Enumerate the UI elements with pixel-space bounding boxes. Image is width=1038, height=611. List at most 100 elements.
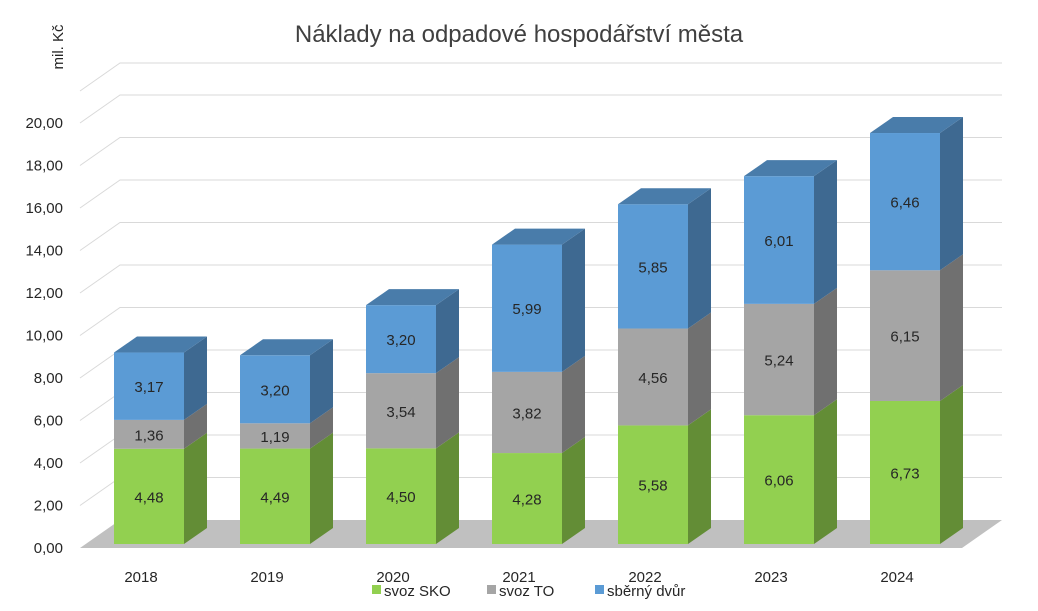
y-tick-label: 10,00 — [25, 328, 63, 345]
y-tick-label: 20,00 — [25, 115, 63, 132]
y-tick-label: 0,00 — [34, 540, 63, 557]
bar-front — [870, 270, 940, 401]
bar-front — [366, 373, 436, 449]
bar-segment — [492, 355, 585, 454]
bar-side — [940, 117, 963, 271]
bar-side — [184, 336, 207, 420]
y-tick-label: 12,00 — [25, 285, 63, 302]
bar-top — [240, 339, 333, 356]
y-tick-label: 6,00 — [34, 413, 63, 430]
data-label: 6,15 — [890, 329, 919, 346]
bar-side — [814, 287, 837, 416]
legend-label: sběrný dvůr — [607, 583, 685, 600]
bar-segment — [870, 254, 963, 401]
bar-front — [744, 415, 814, 544]
bar-segment — [114, 336, 207, 420]
y-tick-label: 18,00 — [25, 158, 63, 175]
data-label: 6,46 — [890, 195, 919, 212]
bar-segment — [870, 117, 963, 271]
bar-side — [436, 432, 459, 544]
data-label: 1,19 — [260, 429, 289, 446]
data-label: 4,50 — [386, 489, 415, 506]
bar-side — [310, 407, 333, 449]
chart-title: Náklady na odpadové hospodářství města — [295, 21, 744, 48]
data-label: 6,01 — [764, 233, 793, 250]
bar-front — [618, 328, 688, 426]
legend-label: svoz SKO — [384, 583, 451, 600]
gridline — [79, 137, 1002, 166]
gridline — [79, 62, 1002, 92]
bar-segment — [492, 228, 585, 372]
bar-side — [184, 432, 207, 544]
bar-segment — [366, 289, 459, 374]
x-tick-label: 2019 — [250, 569, 283, 586]
bar-side — [436, 357, 459, 449]
bar-side — [814, 160, 837, 304]
y-tick-label: 16,00 — [25, 200, 63, 217]
bar-segment — [492, 437, 585, 544]
data-label: 5,58 — [638, 478, 667, 495]
x-tick-label: 2024 — [880, 569, 913, 586]
bar-side — [814, 399, 837, 544]
y-axis-label: mil. Kč — [50, 24, 67, 70]
bars — [114, 117, 963, 544]
legend-swatch — [487, 585, 496, 594]
bar-front — [366, 305, 436, 374]
bar-top — [744, 160, 837, 177]
bar-segment — [618, 409, 711, 544]
x-tick-label: 2021 — [502, 569, 535, 586]
bar-side — [940, 254, 963, 401]
legend: svoz SKO svoz TO sběrný dvůr — [372, 583, 685, 600]
y-axis-ticks: 0,00 2,00 4,00 6,00 8,00 10,00 12,00 14,00 16,00… — [25, 115, 63, 557]
bar-segment — [240, 339, 333, 424]
bar-front — [240, 423, 310, 449]
data-label: 5,99 — [512, 301, 541, 318]
bar-front — [492, 244, 562, 372]
bar-segment — [114, 432, 207, 544]
x-axis-ticks: 2018 2019 2020 2021 2022 2023 2024 — [124, 569, 913, 586]
bar-side — [688, 409, 711, 544]
bar-side — [184, 403, 207, 449]
y-tick-label: 2,00 — [34, 498, 63, 515]
bar-side — [562, 228, 585, 372]
bar-top — [114, 336, 207, 353]
data-labels: 4,48 1,36 3,17 4,49 1,19 3,20 4,50 3,54 3,20 4,28… — [134, 195, 919, 509]
gridline — [79, 94, 1002, 124]
bar-side — [688, 312, 711, 426]
data-label: 3,17 — [134, 379, 163, 396]
bar-segment — [366, 432, 459, 544]
bar-segment — [744, 287, 837, 416]
bar-segment — [744, 160, 837, 304]
bar-front — [870, 133, 940, 271]
bar-front — [114, 419, 184, 449]
bar-segment — [240, 407, 333, 449]
x-tick-label: 2018 — [124, 569, 157, 586]
bar-segment — [366, 357, 459, 449]
gridlines — [79, 62, 1002, 506]
legend-item: svoz TO — [487, 583, 554, 600]
legend-swatch — [372, 585, 381, 594]
bar-segment — [870, 384, 963, 544]
bar-segment — [114, 403, 207, 449]
bar-side — [940, 384, 963, 544]
bar-front — [240, 448, 310, 544]
bar-side — [562, 355, 585, 454]
y-tick-label: 4,00 — [34, 455, 63, 472]
bar-front — [870, 400, 940, 544]
data-label: 5,85 — [638, 259, 667, 276]
bar-side — [436, 289, 459, 374]
data-label: 6,06 — [764, 473, 793, 490]
bar-front — [492, 371, 562, 454]
y-tick-label: 8,00 — [34, 370, 63, 387]
data-label: 4,28 — [512, 492, 541, 509]
bar-front — [366, 448, 436, 544]
bar-top — [618, 188, 711, 205]
bar-segment — [618, 188, 711, 329]
bar-front — [114, 448, 184, 544]
bar-front — [492, 453, 562, 544]
bar-segment — [618, 312, 711, 426]
data-label: 5,24 — [764, 353, 793, 370]
bar-front — [744, 176, 814, 304]
bar-segment — [240, 432, 333, 544]
